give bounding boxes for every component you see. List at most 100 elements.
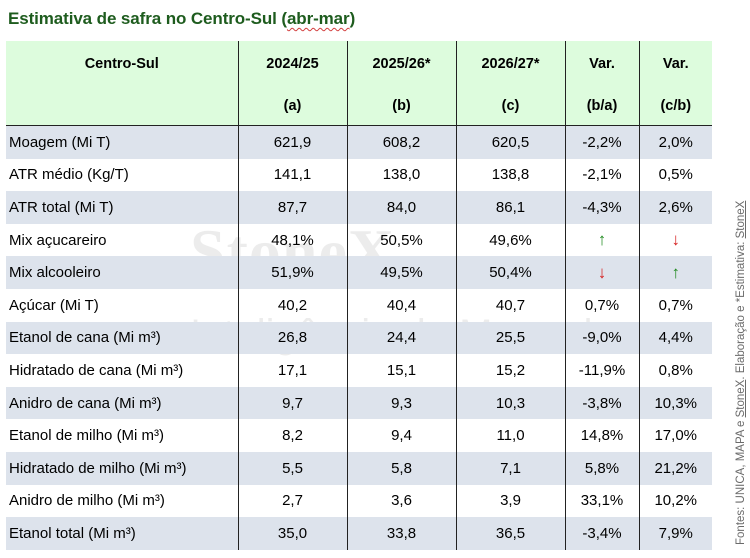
value-2026-27: 620,5 — [455, 125, 565, 159]
arrow-up-icon: ↑ — [671, 262, 681, 282]
row-label: ATR médio (Kg/T) — [9, 166, 129, 184]
value-2025-26: 9,4 — [346, 419, 456, 452]
source-note: Fontes: UNICA, MAPA e StoneX. Elaboração… — [735, 200, 747, 545]
var-ba: -9,0% — [564, 321, 639, 355]
value-2024-25: 8,2 — [237, 419, 347, 452]
var-cb: 10,3% — [638, 386, 712, 420]
var-cb: 7,9% — [638, 517, 712, 550]
row-label: Hidratado de cana (Mi m³) — [9, 361, 184, 379]
header-sub-a: (a) — [237, 87, 347, 126]
value-2026-27: 49,6% — [455, 223, 565, 257]
arrow-up-icon: ↑ — [597, 230, 607, 250]
header-sub-b: (b) — [346, 87, 456, 126]
value-2025-26: 40,4 — [346, 288, 456, 322]
value-2026-27: 10,3 — [455, 386, 565, 420]
value-2025-26: 9,3 — [346, 386, 456, 420]
row-label: Etanol de milho (Mi m³) — [9, 427, 165, 445]
table-row: Mix açucareiro 48,1% 50,5% 49,6% ↑ ↓ — [6, 223, 712, 257]
header-2025-26: 2025/26* — [346, 41, 456, 87]
table-row: ATR médio (Kg/T) 141,1 138,0 138,8 -2,1% 0,5% — [6, 158, 712, 192]
row-label: Anidro de milho (Mi m³) — [9, 492, 165, 510]
value-2025-26: 608,2 — [346, 125, 456, 159]
value-2026-27: 11,0 — [455, 419, 565, 452]
var-ba: 33,1% — [564, 484, 639, 518]
var-cb: 10,2% — [638, 484, 712, 518]
value-2024-25: 51,9% — [237, 256, 347, 289]
var-ba: ↑ — [564, 223, 639, 257]
value-2025-26: 49,5% — [346, 256, 456, 289]
value-2026-27: 36,5 — [455, 517, 565, 550]
var-ba: -3,4% — [564, 517, 639, 550]
row-label: Açúcar (Mi T) — [9, 296, 99, 314]
value-2024-25: 141,1 — [237, 158, 347, 192]
value-2026-27: 3,9 — [455, 484, 565, 518]
value-2026-27: 138,8 — [455, 158, 565, 192]
header-sub-cb: (c/b) — [638, 87, 712, 126]
var-ba: -11,9% — [564, 354, 639, 387]
header-2026-27: 2026/27* — [455, 41, 565, 87]
header-sub-c: (c) — [455, 87, 565, 126]
arrow-down-icon: ↓ — [671, 230, 681, 250]
row-label: Anidro de cana (Mi m³) — [6, 386, 238, 420]
value-2025-26: 24,4 — [346, 321, 456, 355]
table-row: Etanol total (Mi m³) 35,0 33,8 36,5 -3,4% 7,9… — [6, 517, 712, 550]
value-2025-26: 3,6 — [346, 484, 456, 518]
value-2025-26: 5,8 — [346, 451, 456, 485]
var-ba: 14,8% — [564, 419, 639, 452]
value-2024-25: 40,2 — [237, 288, 347, 322]
table-row: Anidro de milho (Mi m³) 2,7 3,6 3,9 33,1% 10,… — [6, 484, 712, 518]
var-ba: -4,3% — [564, 191, 639, 224]
header-var-cb: Var. — [638, 41, 712, 87]
header-sub-ba: (b/a) — [564, 87, 639, 126]
var-cb: 17,0% — [638, 419, 712, 452]
var-ba: -2,2% — [564, 125, 639, 159]
var-ba: 5,8% — [564, 451, 639, 485]
value-2026-27: 40,7 — [455, 288, 565, 322]
table-row: Hidratado de cana (Mi m³) 17,1 15,1 15,2 -11… — [6, 354, 712, 387]
var-cb: 0,8% — [638, 354, 712, 387]
var-cb: 2,6% — [638, 191, 712, 224]
value-2026-27: 50,4% — [455, 256, 565, 289]
table-row: Hidratado de milho (Mi m³) 5,5 5,8 7,1 5,8% 2… — [6, 451, 712, 485]
table-row: Açúcar (Mi T) 40,2 40,4 40,7 0,7% 0,7% — [6, 288, 712, 322]
row-label: Etanol total (Mi m³) — [6, 517, 238, 550]
header-2024-25: 2024/25 — [237, 41, 347, 87]
header-row-1: Centro-Sul 2024/25 2025/26* 2026/27* Var… — [6, 41, 712, 87]
row-label: Mix açucareiro — [9, 231, 107, 249]
var-cb: 21,2% — [638, 451, 712, 485]
value-2024-25: 35,0 — [237, 517, 347, 550]
table-row: ATR total (Mi T) 87,7 84,0 86,1 -4,3% 2,6% — [6, 191, 712, 224]
value-2026-27: 15,2 — [455, 354, 565, 387]
value-2026-27: 7,1 — [455, 451, 565, 485]
value-2025-26: 33,8 — [346, 517, 456, 550]
value-2024-25: 48,1% — [237, 223, 347, 257]
table-row: Mix alcooleiro 51,9% 49,5% 50,4% ↓ ↑ — [6, 256, 712, 289]
value-2024-25: 9,7 — [237, 386, 347, 420]
var-cb: 2,0% — [638, 125, 712, 159]
header-region: Centro-Sul — [6, 41, 238, 87]
page-title: Estimativa de safra no Centro-Sul (abr-m… — [8, 9, 356, 28]
header-sub-region — [6, 87, 238, 126]
var-ba: -2,1% — [564, 158, 639, 192]
row-label: Etanol de cana (Mi m³) — [6, 321, 238, 355]
arrow-down-icon: ↓ — [597, 262, 607, 282]
header-row-2: (a) (b) (c) (b/a) (c/b) — [6, 87, 712, 126]
value-2025-26: 50,5% — [346, 223, 456, 257]
harvest-estimate-table: Centro-Sul 2024/25 2025/26* 2026/27* Var… — [6, 41, 712, 550]
var-cb: ↓ — [638, 223, 712, 257]
row-label: Moagem (Mi T) — [6, 125, 238, 159]
table-row: Anidro de cana (Mi m³) 9,7 9,3 10,3 -3,8% 10,… — [6, 386, 712, 420]
value-2024-25: 5,5 — [237, 451, 347, 485]
table-row: Etanol de milho (Mi m³) 8,2 9,4 11,0 14,8% 17… — [6, 419, 712, 452]
var-cb: 0,5% — [638, 158, 712, 192]
table-row: Moagem (Mi T) 621,9 608,2 620,5 -2,2% 2,0% — [6, 125, 712, 159]
value-2025-26: 15,1 — [346, 354, 456, 387]
value-2026-27: 86,1 — [455, 191, 565, 224]
value-2024-25: 621,9 — [237, 125, 347, 159]
header-var-ba: Var. — [564, 41, 639, 87]
value-2024-25: 17,1 — [237, 354, 347, 387]
value-2024-25: 26,8 — [237, 321, 347, 355]
row-label: ATR total (Mi T) — [6, 191, 238, 224]
value-2025-26: 84,0 — [346, 191, 456, 224]
var-cb: 4,4% — [638, 321, 712, 355]
